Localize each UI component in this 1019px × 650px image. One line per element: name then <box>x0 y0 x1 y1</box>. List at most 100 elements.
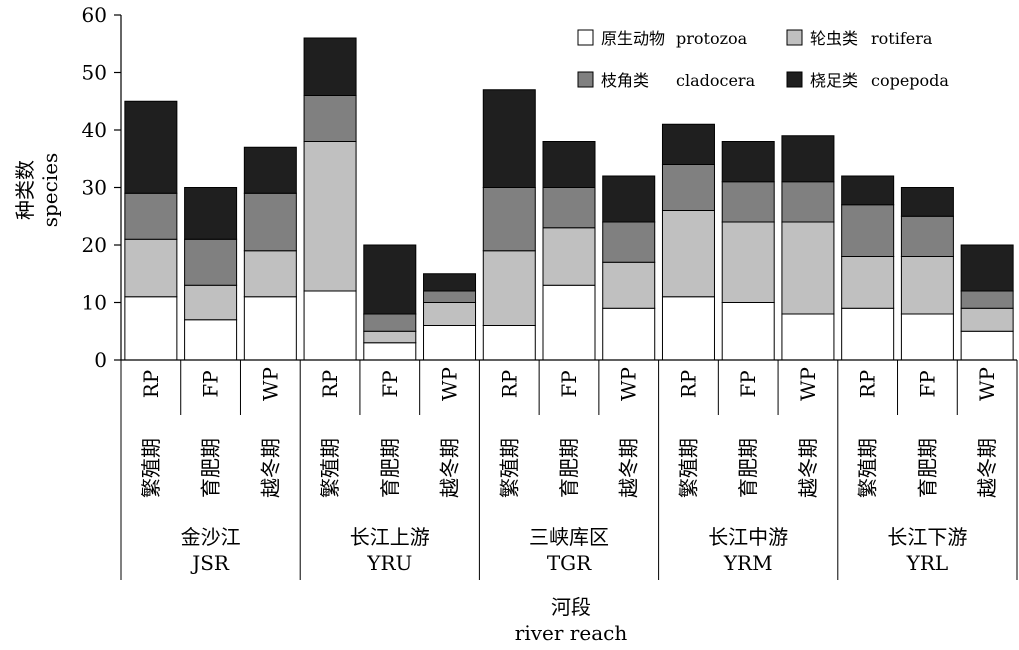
period-label-zh: 育肥期 <box>199 438 223 498</box>
bar-segment-rotifera <box>243 250 297 298</box>
period-label-en: RP <box>139 370 163 399</box>
bar-segment-protozoa <box>124 296 178 361</box>
bar-segment-rotifera <box>602 261 656 309</box>
period-label-en: FP <box>199 370 223 397</box>
bar-segment-cladocera <box>721 181 775 223</box>
bars-layer <box>124 37 1014 361</box>
period-label-zh: 育肥期 <box>557 438 581 498</box>
group-label-zh: 三峡库区 <box>529 525 609 549</box>
y-tick-label: 30 <box>82 176 107 200</box>
period-label-zh: 越冬期 <box>438 438 462 498</box>
group-label-zh: 长江上游 <box>350 525 430 549</box>
bar-segment-protozoa <box>721 302 775 361</box>
group-label-en: YRU <box>366 551 412 575</box>
bar-segment-copepoda <box>841 175 895 206</box>
legend-label-zh: 原生动物 <box>601 29 665 48</box>
period-label-en: FP <box>915 370 939 397</box>
period-label-en: FP <box>557 370 581 397</box>
bar-segment-protozoa <box>542 284 596 361</box>
bar-segment-cladocera <box>841 204 895 257</box>
bar-segment-rotifera <box>841 256 895 309</box>
bar-segment-copepoda <box>124 100 178 194</box>
legend-swatch-cladocera <box>577 71 594 88</box>
legend-label-zh: 桡足类 <box>810 71 858 90</box>
period-label-en: WP <box>975 367 999 401</box>
bar-segment-cladocera <box>243 192 297 252</box>
bar-segment-cladocera <box>661 164 715 211</box>
bar-segment-copepoda <box>184 187 238 240</box>
bar-segment-protozoa <box>184 319 238 361</box>
group-label-en: YRM <box>723 551 773 575</box>
bar-segment-cladocera <box>960 290 1014 309</box>
period-label-en: FP <box>378 370 402 397</box>
period-label-en: RP <box>676 370 700 399</box>
legend-label-en: protozoa <box>676 29 748 48</box>
bar-segment-copepoda <box>661 123 715 165</box>
bar-segment-copepoda <box>781 135 835 183</box>
period-label-en: WP <box>258 367 282 401</box>
bar-segment-protozoa <box>960 330 1014 361</box>
bar-segment-copepoda <box>363 244 417 315</box>
legend-swatch-rotifera <box>786 29 803 46</box>
bar-segment-cladocera <box>542 187 596 229</box>
y-tick-label: 0 <box>94 348 107 372</box>
period-label-en: WP <box>796 367 820 401</box>
period-label-zh: 繁殖期 <box>856 438 880 498</box>
bar-segment-rotifera <box>542 227 596 286</box>
y-tick-label: 60 <box>82 3 107 27</box>
bar-segment-cladocera <box>602 221 656 263</box>
bar-segment-protozoa <box>900 313 954 361</box>
bar-segment-copepoda <box>602 175 656 223</box>
bar-segment-cladocera <box>303 95 357 142</box>
bar-segment-rotifera <box>124 238 178 298</box>
legend-label-en: cladocera <box>676 71 756 90</box>
bar-segment-cladocera <box>363 313 417 332</box>
period-label-zh: 越冬期 <box>617 438 641 498</box>
bar-segment-protozoa <box>482 325 536 361</box>
period-label-en: WP <box>438 367 462 401</box>
group-label-en: JSR <box>190 551 230 575</box>
legend-label-en: rotifera <box>871 29 933 48</box>
y-axis-title-en: species <box>38 153 62 228</box>
period-label-zh: 繁殖期 <box>676 438 700 498</box>
bar-segment-copepoda <box>303 37 357 96</box>
group-label-zh: 金沙江 <box>181 525 241 549</box>
legend-swatch-protozoa <box>577 29 594 46</box>
period-label-zh: 越冬期 <box>258 438 282 498</box>
period-label-zh: 繁殖期 <box>318 438 342 498</box>
axes-layer: 0 10 20 30 40 50 60 <box>82 3 1018 580</box>
bar-segment-cladocera <box>423 290 477 303</box>
period-label-zh: 育肥期 <box>378 438 402 498</box>
period-label-en: FP <box>736 370 760 397</box>
bar-segment-rotifera <box>781 221 835 315</box>
bar-segment-copepoda <box>900 187 954 217</box>
bar-segment-rotifera <box>900 256 954 315</box>
bar-segment-rotifera <box>423 302 477 326</box>
legend-swatch-copepoda <box>786 71 803 88</box>
bar-segment-cladocera <box>781 181 835 223</box>
period-label-en: RP <box>497 370 521 399</box>
bar-segment-cladocera <box>482 187 536 252</box>
period-label-en: WP <box>617 367 641 401</box>
period-label-zh: 育肥期 <box>736 438 760 498</box>
period-label-en: RP <box>856 370 880 399</box>
bar-segment-protozoa <box>781 313 835 361</box>
bar-segment-copepoda <box>721 141 775 183</box>
legend-label-zh: 枝角类 <box>601 71 649 90</box>
y-tick-label: 10 <box>82 291 107 315</box>
period-label-zh: 越冬期 <box>796 438 820 498</box>
y-tick-label: 40 <box>82 118 107 142</box>
bar-segment-protozoa <box>423 325 477 361</box>
period-label-en: RP <box>318 370 342 399</box>
bar-segment-cladocera <box>900 215 954 257</box>
bar-segment-protozoa <box>661 296 715 361</box>
y-tick-label: 20 <box>82 233 107 257</box>
period-label-zh: 繁殖期 <box>139 438 163 498</box>
group-label-en: YRL <box>906 551 949 575</box>
group-label-zh: 长江中游 <box>708 525 788 549</box>
labels-layer: RP 繁殖期 FP 育肥期 WP 越冬期 RP 繁殖期 FP 育肥期 WP 越冬期 RP 繁殖期 FP 育肥期… <box>13 153 999 645</box>
group-label-en: TGR <box>547 551 592 575</box>
bar-segment-copepoda <box>482 89 536 188</box>
bar-segment-cladocera <box>184 238 238 286</box>
